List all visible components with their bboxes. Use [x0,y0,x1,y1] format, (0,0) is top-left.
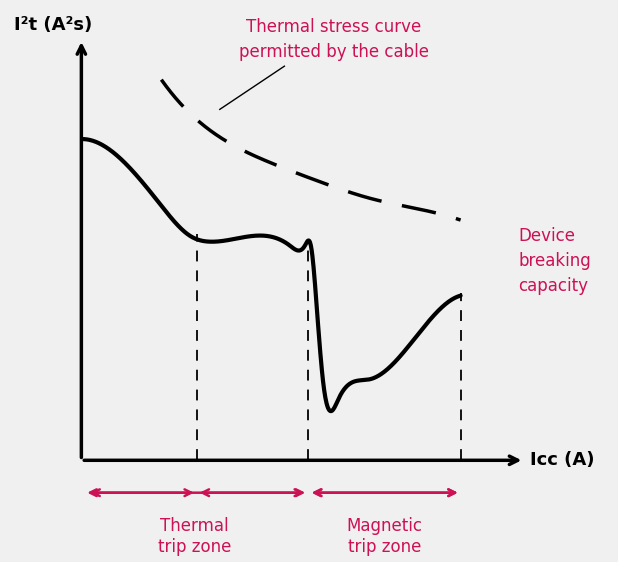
Text: Icc (A): Icc (A) [530,451,595,469]
Text: Thermal stress curve
permitted by the cable: Thermal stress curve permitted by the ca… [239,17,429,61]
Text: Thermal
trip zone: Thermal trip zone [158,517,231,556]
Text: Device
breaking
capacity: Device breaking capacity [518,226,591,294]
Text: Magnetic
trip zone: Magnetic trip zone [346,517,422,556]
Text: I²t (A²s): I²t (A²s) [14,16,92,34]
